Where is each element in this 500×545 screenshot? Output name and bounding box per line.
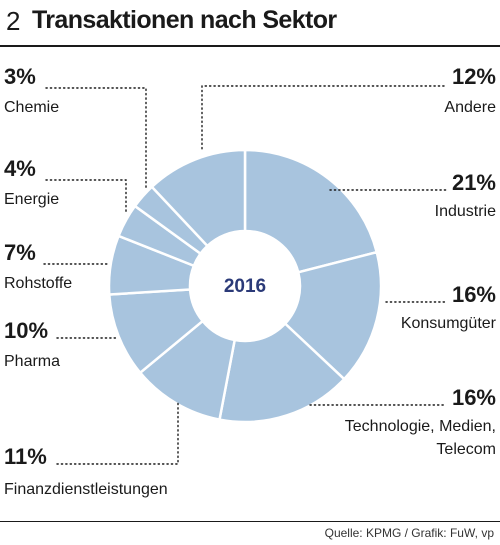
pct-label-energie: 4% [4,156,36,181]
slice-konsumg-ter [283,250,383,381]
category-label-chemie: Chemie [4,99,59,116]
category-label-line: Pharma [4,353,60,370]
pct-label-technologie-medien-telecom: 16% [452,385,496,410]
leader-andere [201,85,445,151]
pct-label-rohstoffe: 7% [4,240,36,265]
pct-label-konsumg-ter: 16% [452,282,496,307]
category-label-line: Chemie [4,99,59,116]
category-label-line: Industrie [435,203,496,220]
slice-labels: 21% Industrie 16% Konsumgüter 16% Technologie… [4,64,497,498]
category-label-andere: Andere [444,99,496,116]
leader-energie [45,179,127,213]
category-label-line: Rohstoffe [4,275,72,292]
pct-label-industrie: 21% [452,170,496,195]
slice-technologie-medien-telecom [218,321,346,424]
pct-label-andere: 12% [452,64,496,89]
category-label-industrie: Industrie [435,203,496,220]
chart-number: 2 [6,6,21,36]
leader-chemie [45,87,147,191]
donut-slices [107,148,383,424]
footer-rule [0,521,500,522]
leader-lines [43,85,447,465]
category-label-technologie-medien-telecom: Technologie, Medien, Telecom [345,418,496,458]
slice-andere [150,148,247,248]
category-label-energie: Energie [4,191,59,208]
category-label-pharma: Pharma [4,353,60,370]
center-year-label: 2016 [224,276,266,297]
category-label-finanzdienstleistungen: Finanzdienstleistungen [4,481,168,498]
pct-label-chemie: 3% [4,64,36,89]
category-label-konsumg-ter: Konsumgüter [401,315,497,332]
pct-label-finanzdienstleistungen: 11% [4,444,47,469]
category-label-line: Energie [4,191,59,208]
category-label-line: Technologie, Medien, [345,418,496,435]
category-label-line: Konsumgüter [401,315,497,332]
chart-title: Transaktionen nach Sektor [32,6,337,34]
slice-industrie [243,148,379,274]
category-label-line: Finanzdienstleistungen [4,481,168,498]
source-note: Quelle: KPMG / Grafik: FuW, vp [324,526,494,540]
header-rule [0,45,500,47]
chart-header: 2 Transaktionen nach Sektor [0,0,500,46]
leader-finanzdienstleistungen [56,401,179,465]
pct-label-pharma: 10% [4,318,48,343]
category-label-rohstoffe: Rohstoffe [4,275,72,292]
category-label-line: Andere [444,99,496,116]
category-label-line: Telecom [436,441,496,458]
